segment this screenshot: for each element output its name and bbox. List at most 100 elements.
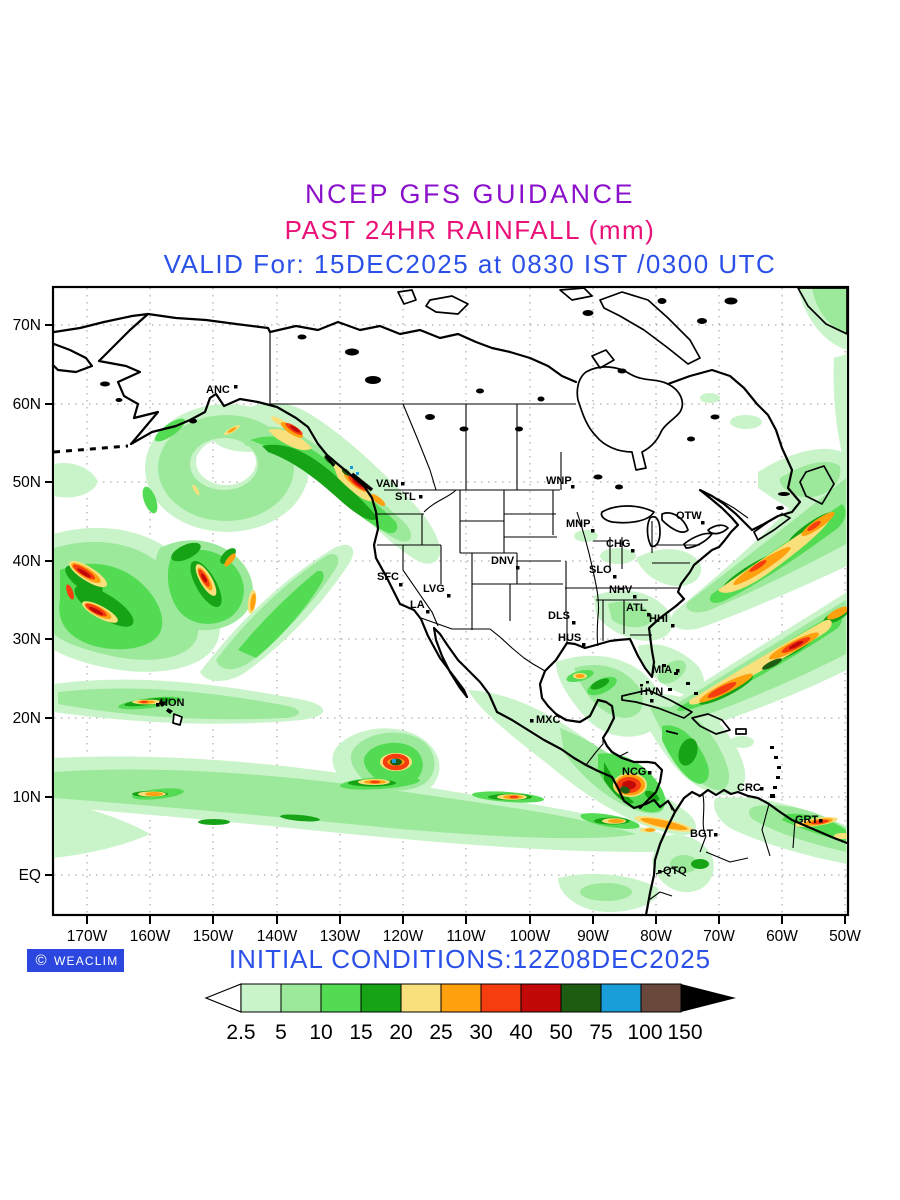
station-dot-bgt [714, 833, 718, 837]
station-label-sfc: SFC [377, 571, 399, 583]
lat-label: 20N [13, 710, 41, 727]
colorbar-value: 40 [509, 1021, 532, 1044]
station-dot-dls [572, 621, 576, 625]
station-dot-mxc [530, 719, 534, 723]
colorbar-value: 75 [589, 1021, 612, 1044]
colorbar-cell [600, 983, 642, 1013]
station-label-stl: STL [395, 491, 416, 503]
lon-label: 150W [193, 928, 234, 945]
lon-label: 50W [829, 928, 861, 945]
lon-label: 140W [257, 928, 298, 945]
station-label-ncg: NCG [622, 766, 646, 778]
lon-label: 70W [703, 928, 735, 945]
station-dot-lvg [447, 594, 451, 598]
lat-label: 70N [13, 317, 41, 334]
station-label-dnv: DNV [491, 555, 515, 567]
lon-label: 80W [640, 928, 672, 945]
station-dot-chg [631, 549, 635, 553]
station-label-anc: ANC [206, 384, 230, 396]
lon-label: 160W [130, 928, 171, 945]
colorbar: 2.5 5 10 15 20 25 30 40 50 75 100 150 [204, 983, 736, 1044]
lon-label: 100W [510, 928, 551, 945]
station-label-lvg: LVG [423, 583, 445, 595]
colorbar-cell [320, 983, 362, 1013]
colorbar-value: 50 [549, 1021, 572, 1044]
station-dot-mia [676, 669, 680, 673]
station-dot-hvn [650, 699, 654, 703]
colorbar-cell [400, 983, 442, 1013]
lat-label: EQ [19, 867, 41, 884]
coastlines [54, 288, 847, 914]
station-label-crc: CRC [737, 782, 761, 794]
station-label-wnp: WNP [546, 475, 572, 487]
lon-label: 90W [577, 928, 609, 945]
station-dot-hon [156, 703, 160, 707]
colorbar-value: 150 [667, 1021, 702, 1044]
station-dot-slo [613, 575, 617, 579]
colorbar-cell [360, 983, 402, 1013]
weaclim-logo: © WEACLIM [27, 949, 124, 972]
colorbar-value: 25 [429, 1021, 452, 1044]
station-label-dls: DLS [548, 610, 570, 622]
station-dot-anc [234, 385, 238, 389]
station-dot-crc [760, 787, 764, 791]
station-dot-nhv [633, 595, 637, 599]
colorbar-over-arrow [681, 984, 736, 1012]
station-label-mnp: MNP [566, 518, 590, 530]
colorbar-value: 2.5 [226, 1021, 255, 1044]
colorbar-cell [640, 983, 682, 1013]
lat-label: 40N [13, 553, 41, 570]
lon-label: 170W [67, 928, 108, 945]
lat-label: 50N [13, 474, 41, 491]
station-label-grt: GRT [795, 814, 819, 826]
station-dot-mnp [591, 529, 595, 533]
station-label-la: LA [410, 599, 425, 611]
colorbar-cell [480, 983, 522, 1013]
station-dot-la [426, 610, 430, 614]
lat-axis: 70N 60N 50N 40N 30N 20N 10N EQ [13, 317, 41, 884]
logo-text: WEACLIM [54, 954, 118, 968]
colorbar-value: 5 [275, 1021, 287, 1044]
station-dot-grt [819, 819, 823, 823]
station-label-hhi: HHI [649, 613, 668, 625]
initial-conditions-line: INITIAL CONDITIONS:12Z08DEC2025 [229, 944, 711, 974]
station-dot-sfc [399, 583, 403, 587]
colorbar-cell [520, 983, 562, 1013]
station-label-bgt: BGT [690, 828, 714, 840]
page-title: NCEP GFS GUIDANCE [305, 179, 635, 209]
colorbar-cell [240, 983, 282, 1013]
station-dot-hhi [671, 624, 675, 628]
lon-label: 120W [383, 928, 424, 945]
rainfall-shading [54, 288, 847, 912]
station-label-hon: HON [160, 697, 185, 709]
station-dot-dnv [516, 566, 520, 570]
station-label-nhv: NHV [609, 584, 633, 596]
lat-label: 10N [13, 789, 41, 806]
station-label-otw: OTW [676, 510, 702, 522]
station-dot-otw [701, 521, 705, 525]
colorbar-value: 10 [309, 1021, 332, 1044]
station-dot-atl [647, 613, 651, 617]
colorbar-cell [280, 983, 322, 1013]
lon-axis: 170W 160W 150W 140W 130W 120W 110W 100W … [67, 928, 862, 945]
colorbar-cell [560, 983, 602, 1013]
colorbar-value: 100 [627, 1021, 662, 1044]
station-label-mxc: MXC [536, 714, 561, 726]
logo-background [27, 949, 124, 972]
lat-label: 30N [13, 631, 41, 648]
station-label-qto: QTO [663, 865, 687, 877]
lat-label: 60N [13, 396, 41, 413]
station-dot-qto [658, 870, 662, 874]
station-dot-wnp [571, 485, 575, 489]
station-label-atl: ATL [626, 602, 647, 614]
page-subtitle: PAST 24HR RAINFALL (mm) [285, 215, 656, 245]
lon-label: 110W [446, 928, 486, 945]
station-dot-van [401, 482, 405, 486]
station-dot-ncg [648, 771, 652, 775]
station-label-hus: HUS [558, 632, 581, 644]
station-label-mia: MIA [652, 664, 672, 676]
lon-label: 60W [766, 928, 798, 945]
